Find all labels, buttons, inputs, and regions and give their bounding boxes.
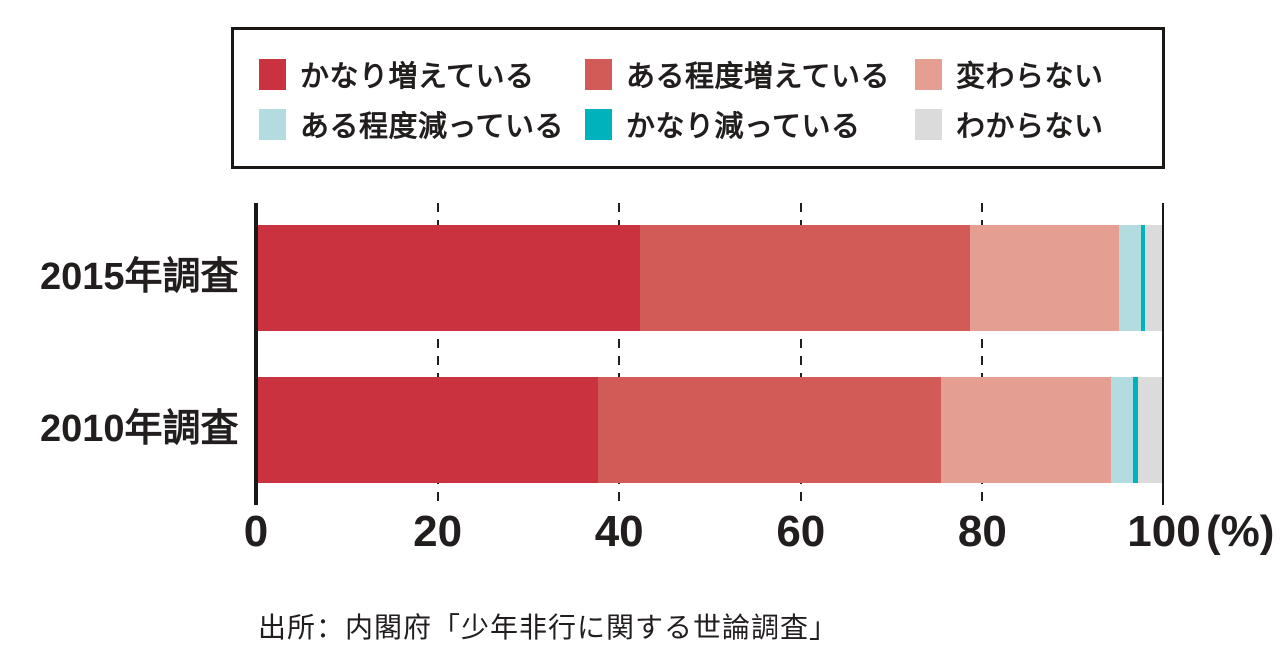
legend-box: かなり増えている ある程度増えている 変わらないある程度減っている かなり減っている わ… (231, 27, 1165, 169)
x-axis-unit: (%) (1206, 507, 1275, 556)
legend-swatch-2 (915, 58, 942, 90)
bar-segment (1144, 225, 1164, 331)
legend: かなり増えている ある程度増えている 変わらないある程度減っている かなり減っている わ… (234, 30, 1162, 166)
x-tick-label: 40 (594, 507, 644, 556)
x-tick-label: 100 (1127, 507, 1201, 556)
legend-label: かなり増えている (300, 61, 535, 93)
gridline-20 (436, 203, 439, 505)
x-tick-label: 20 (413, 507, 463, 556)
y-axis-line (254, 203, 258, 505)
legend-label: わからない (956, 111, 1104, 143)
legend-label: かなり減っている (626, 111, 861, 143)
legend-label: ある程度減っている (300, 111, 565, 143)
bar-segment (1111, 377, 1134, 483)
legend-item: かなり増えている (259, 53, 585, 95)
legend-swatch-0 (259, 58, 286, 90)
legend-swatch-1 (585, 58, 612, 90)
category-label: 2010年調査 (40, 408, 239, 450)
legend-label: ある程度増えている (626, 61, 891, 93)
gridline-60 (799, 203, 802, 505)
legend-label: 変わらない (956, 61, 1104, 93)
legend-swatch-3 (259, 108, 286, 140)
gridline-40 (618, 203, 621, 505)
legend-item: ある程度増えている (585, 53, 915, 95)
bar-2015年調査 (256, 225, 1164, 331)
legend-item: かなり減っている (585, 103, 915, 145)
bar-2010年調査 (256, 377, 1164, 483)
bar-segment (1137, 377, 1164, 483)
legend-swatch-4 (585, 108, 612, 140)
bar-segment (1119, 225, 1142, 331)
legend-item: わからない (915, 103, 1162, 145)
x-tick-label: 80 (957, 507, 1007, 556)
bar-segment (256, 225, 641, 331)
gridline-80 (981, 203, 984, 505)
legend-item: 変わらない (915, 53, 1162, 95)
category-label: 2015年調査 (40, 256, 239, 298)
right-boundary-line (1162, 203, 1164, 505)
x-tick-label: 60 (776, 507, 826, 556)
bar-segment (640, 225, 970, 331)
x-tick-label: 0 (243, 507, 269, 556)
source-note: 出所：内閣府「少年非行に関する世論調査」 (258, 612, 839, 643)
bar-segment (598, 377, 941, 483)
bar-segment (1141, 225, 1145, 331)
legend-swatch-5 (915, 108, 942, 140)
bar-segment (256, 377, 599, 483)
legend-item: ある程度減っている (259, 103, 585, 145)
plot-area: 0 20 40 60 80 100 (%) (244, 203, 1274, 554)
bar-segment (1133, 377, 1138, 483)
bar-segment (969, 225, 1120, 331)
bar-segment (940, 377, 1112, 483)
